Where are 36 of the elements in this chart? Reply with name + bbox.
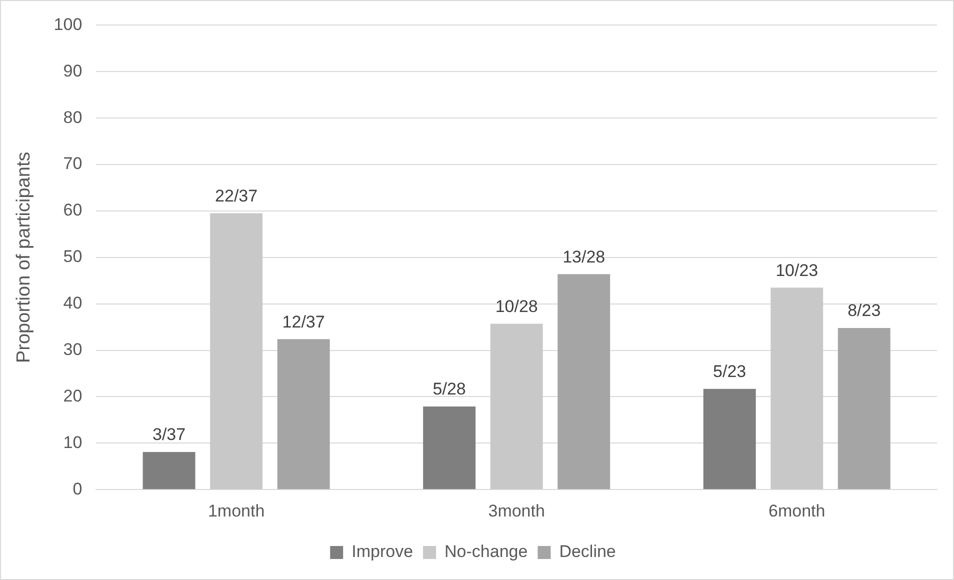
legend-label: No-change <box>444 542 528 562</box>
data-label: 8/23 <box>848 301 881 320</box>
y-tick-label: 50 <box>63 247 82 266</box>
data-label: 5/28 <box>432 380 466 399</box>
data-label: 10/28 <box>495 296 538 316</box>
bar <box>142 452 196 490</box>
y-axis-title: Proportion of participants <box>14 152 35 364</box>
bar <box>490 324 543 490</box>
y-tick-label: 30 <box>63 340 82 359</box>
x-tick-label: 3month <box>488 501 545 520</box>
bar <box>770 288 824 490</box>
bar <box>703 388 756 490</box>
y-tick-label: 90 <box>63 61 82 80</box>
data-label: 5/23 <box>713 362 746 382</box>
legend-label: Decline <box>559 542 616 562</box>
bar <box>558 274 610 490</box>
y-tick-label: 40 <box>63 294 82 313</box>
y-tick-label: 70 <box>63 154 82 174</box>
legend-label: Improve <box>352 542 414 562</box>
bar <box>210 213 263 490</box>
data-label: 13/28 <box>562 247 606 266</box>
x-tick-label: 1month <box>208 501 265 520</box>
y-tick-label: 80 <box>63 108 82 127</box>
bar <box>423 406 476 490</box>
y-tick-label: 10 <box>63 432 82 452</box>
data-label: 10/23 <box>776 260 818 280</box>
data-label: 22/37 <box>215 186 258 206</box>
data-label: 3/37 <box>152 425 186 444</box>
x-tick-label: 6month <box>768 501 826 520</box>
y-tick-label: 60 <box>63 200 82 220</box>
y-tick-label: 0 <box>72 479 82 498</box>
bar <box>838 328 890 490</box>
data-label: 12/37 <box>282 312 325 332</box>
y-tick-label: 100 <box>54 14 82 34</box>
y-tick-label: 20 <box>63 386 82 406</box>
bar <box>277 339 330 490</box>
